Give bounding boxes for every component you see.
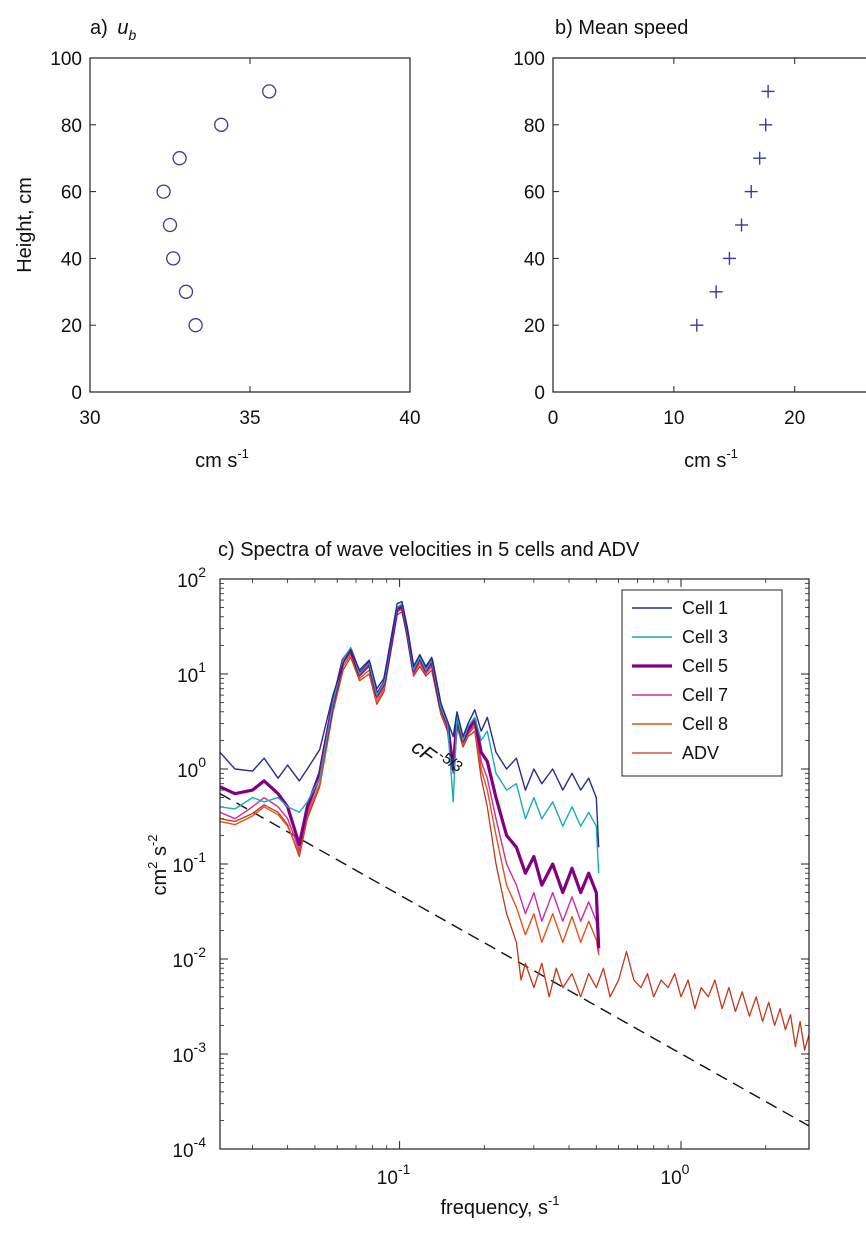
panel-a-scatter: a) ub Height, cm cm s-1 30 35 40 0 20 40 60 80 1… <box>14 17 421 472</box>
panel-b-title: b) Mean speed <box>555 17 688 39</box>
panel-c-xtick-label: 10-1 <box>377 1161 411 1189</box>
panel-a-ytick-label: 80 <box>61 116 82 137</box>
panel-b-xtick-label: 20 <box>784 408 805 429</box>
panel-a-xtick-label: 35 <box>239 408 260 429</box>
panel-c-ytick-label: 101 <box>177 659 206 687</box>
panel-a-marker-circle <box>172 151 187 166</box>
panel-b-ytick-label: 20 <box>524 316 545 337</box>
panel-b-marker-plus <box>753 151 767 165</box>
panel-a-marker-circle <box>156 184 171 199</box>
panel-b-ytick-label: 60 <box>524 183 545 204</box>
panel-c-title: c) Spectra of wave velocities in 5 cells… <box>218 539 640 561</box>
panel-c-ytick-label: 10-3 <box>172 1039 206 1067</box>
panel-b-marker-plus <box>759 118 773 132</box>
panel-a-ytick-label: 20 <box>61 316 82 337</box>
panel-c-legend: Cell 1 Cell 3 Cell 5 Cell 7 Cell 8 ADV <box>621 589 783 777</box>
panel-c-ytick-label: 100 <box>177 754 206 782</box>
panel-a-xlabel: cm s-1 <box>195 446 249 472</box>
panel-a-marker-circle <box>162 217 178 233</box>
panel-b-xtick-label: 10 <box>663 408 684 429</box>
panel-c-ytick-label: 10-2 <box>172 944 206 972</box>
panel-a-marker-circle <box>262 84 277 99</box>
panel-a-ylabel: Height, cm <box>14 177 36 273</box>
series-line-cell-1 <box>220 600 600 848</box>
panel-b-scatter: b) Mean speed cm s-1 0 10 20 0 20 40 60 80 100 <box>513 17 866 472</box>
panel-c-ytick-label: 102 <box>177 564 206 592</box>
panel-b-xlabel: cm s-1 <box>684 446 738 472</box>
legend-box <box>621 589 783 777</box>
series-line-cell-3 <box>220 603 600 874</box>
panel-c-ytick-label: 10-1 <box>172 849 206 877</box>
series-line-cell-7 <box>220 606 600 952</box>
panel-b-frame <box>552 57 866 393</box>
panel-a-marker-circle <box>166 251 181 266</box>
series-line-adv <box>220 611 809 1051</box>
panel-c-xlabel: frequency, s-1 <box>440 1193 559 1219</box>
panel-b-ticks: 0 10 20 0 20 40 60 80 100 <box>513 49 805 429</box>
panel-c-frame <box>219 578 810 1150</box>
panel-b-marker-plus <box>744 185 758 199</box>
panel-a-frame <box>89 57 411 393</box>
panel-a-ticks: 30 35 40 0 20 40 60 80 100 <box>50 49 420 429</box>
panel-c-ylabel: cm2 s-2 <box>145 834 171 895</box>
legend-label: Cell 3 <box>682 627 728 647</box>
panel-b-marker-plus <box>761 84 775 98</box>
panel-b-marker-plus <box>690 318 704 332</box>
panel-a-xtick-label: 40 <box>399 408 420 429</box>
panel-a-markers <box>156 84 277 333</box>
panel-c-spectra: c) Spectra of wave velocities in 5 cells… <box>145 539 810 1219</box>
panel-a-marker-circle <box>178 284 194 299</box>
panel-a-ytick-label: 40 <box>61 249 82 270</box>
panel-b-marker-plus <box>722 251 736 265</box>
panel-a-xtick-label: 30 <box>79 408 100 429</box>
panel-a-ytick-label: 0 <box>71 383 82 404</box>
panel-b-ytick-label: 100 <box>513 49 545 70</box>
panel-b-ytick-label: 0 <box>534 383 545 404</box>
panel-b-markers <box>690 84 775 332</box>
panel-a-ytick-label: 60 <box>61 183 82 204</box>
panel-a-title: a) ub <box>90 17 136 43</box>
legend-label: Cell 8 <box>682 714 728 734</box>
panel-b-xtick-label: 0 <box>548 408 559 429</box>
panel-b-marker-plus <box>709 285 723 299</box>
panel-a-marker-circle <box>214 117 229 132</box>
panel-b-ytick-label: 80 <box>524 116 545 137</box>
panel-a-ytick-label: 100 <box>50 49 82 70</box>
panel-b-ytick-label: 40 <box>524 249 545 270</box>
panel-c-series-lines <box>220 600 809 1051</box>
panel-c-ytick-label: 10-4 <box>172 1134 206 1162</box>
legend-label: Cell 5 <box>682 656 728 676</box>
panel-c-ticks: 10-4 10-3 10-2 10-1 100 101 102 10-1 100 <box>172 564 809 1189</box>
panel-b-marker-plus <box>735 218 749 232</box>
series-line-cell-8 <box>220 608 600 956</box>
legend-label: Cell 1 <box>682 598 728 618</box>
legend-label: Cell 7 <box>682 685 728 705</box>
panel-c-xtick-label: 100 <box>661 1161 690 1189</box>
panel-a-marker-circle <box>188 318 203 333</box>
legend-label: ADV <box>682 743 719 763</box>
